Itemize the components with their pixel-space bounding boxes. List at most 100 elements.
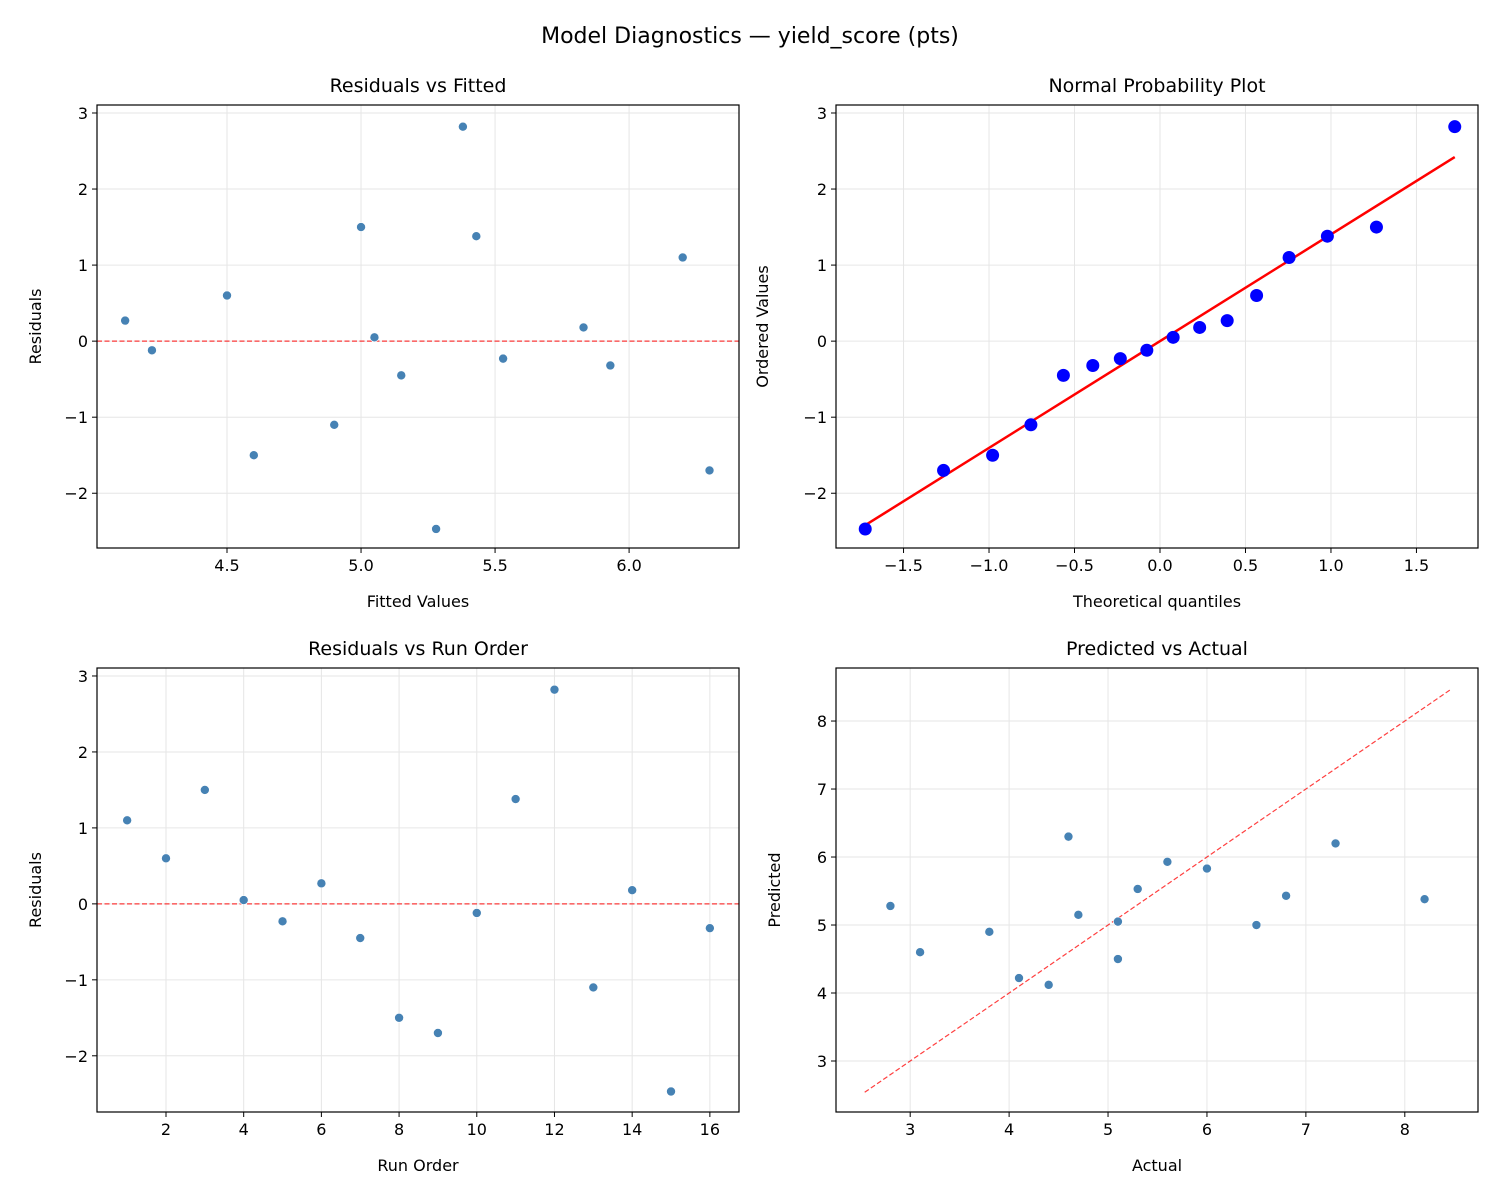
y-tick-label: −2	[803, 484, 827, 503]
data-point	[1193, 320, 1207, 334]
y-axis-label: Residuals	[26, 289, 45, 365]
y-axis-label: Predicted	[765, 852, 784, 927]
y-tick-label: 8	[817, 712, 827, 731]
x-tick-label: 4	[1004, 1120, 1014, 1139]
y-tick-label: −1	[803, 408, 827, 427]
y-axis-label: Residuals	[26, 852, 45, 928]
data-point	[605, 360, 616, 371]
y-tick-label: 1	[78, 256, 88, 275]
x-tick-label: 0.0	[1147, 556, 1172, 575]
data-point	[1073, 910, 1084, 920]
data-point	[200, 785, 210, 795]
data-point	[1282, 250, 1296, 264]
x-tick-label: 6	[1202, 1120, 1212, 1139]
y-tick-label: 2	[817, 180, 827, 199]
y-tick-label: 1	[78, 819, 88, 838]
data-point	[549, 684, 560, 695]
data-point	[1220, 314, 1234, 328]
data-point	[1113, 954, 1123, 964]
data-point	[915, 947, 925, 958]
data-point	[1063, 831, 1074, 842]
data-point	[1166, 330, 1180, 344]
data-point	[249, 450, 259, 461]
data-point	[355, 933, 366, 943]
x-tick-label: 2	[161, 1120, 171, 1139]
x-axis-label: Fitted Values	[367, 592, 469, 611]
data-point	[329, 419, 340, 430]
predicted-vs-actual-panel: 3 4 5 6 7 8 3 4 5 6 7 8 Predicted vs Actual Actual Pre…	[765, 638, 1479, 1175]
data-point	[885, 901, 896, 911]
data-point	[1132, 884, 1143, 894]
data-point	[238, 895, 249, 905]
y-tick-label: 2	[78, 180, 88, 199]
subplot-title: Predicted vs Actual	[1066, 638, 1248, 660]
data-point	[1113, 352, 1127, 366]
x-tick-label: 0.5	[1233, 556, 1258, 575]
data-point	[147, 345, 157, 356]
data-point	[984, 927, 995, 937]
data-point	[1014, 973, 1024, 983]
data-point	[1419, 894, 1430, 904]
y-tick-label: 3	[78, 104, 88, 123]
x-tick-label: −1.5	[884, 556, 923, 575]
data-point	[588, 982, 599, 993]
data-point	[161, 853, 171, 864]
axes-frame	[96, 104, 740, 549]
x-tick-label: 5	[1103, 1120, 1113, 1139]
data-point	[431, 524, 441, 534]
subplot-title: Residuals vs Run Order	[308, 638, 528, 660]
data-point	[1251, 920, 1262, 930]
y-tick-label: 3	[78, 667, 88, 686]
y-tick-label: −1	[64, 971, 88, 990]
identity-line	[864, 689, 1451, 1093]
x-tick-label: 5.0	[348, 556, 373, 575]
data-point	[1250, 289, 1264, 303]
data-point	[316, 878, 327, 889]
residuals-vs-fitted-panel: 4.5 5.0 5.5 6.0 −2 −1 0 1 2 3 Residuals vs Fitted F…	[26, 75, 740, 611]
x-tick-label: 4	[239, 1120, 249, 1139]
data-point	[498, 353, 508, 364]
y-tick-label: 3	[817, 1052, 827, 1071]
y-tick-label: 2	[78, 743, 88, 762]
x-tick-label: 10	[467, 1120, 487, 1139]
y-tick-label: −2	[64, 1047, 88, 1066]
y-tick-label: 7	[817, 780, 827, 799]
data-point	[120, 315, 130, 326]
y-tick-label: −2	[64, 484, 88, 503]
y-tick-label: 6	[817, 848, 827, 867]
x-tick-label: 14	[622, 1120, 642, 1139]
x-tick-label: 4.5	[214, 556, 239, 575]
y-tick-label: 0	[78, 895, 88, 914]
x-tick-label: 8	[1400, 1120, 1410, 1139]
x-tick-label: 8	[394, 1120, 404, 1139]
data-point	[627, 885, 637, 895]
data-point	[1330, 838, 1341, 849]
subplot-title: Residuals vs Fitted	[330, 75, 507, 97]
data-point	[937, 463, 951, 477]
data-point	[396, 370, 407, 381]
data-point	[1086, 358, 1100, 372]
data-point	[433, 1028, 443, 1038]
subplot-title: Normal Probability Plot	[1048, 75, 1265, 97]
x-tick-label: 5.5	[482, 556, 507, 575]
y-tick-label: 4	[817, 984, 827, 1003]
data-point	[986, 448, 1000, 462]
fit-line	[864, 156, 1456, 527]
x-tick-label: 6.0	[616, 556, 641, 575]
data-point	[1202, 863, 1212, 874]
data-point	[122, 815, 132, 826]
axes-frame	[96, 667, 740, 1113]
data-point	[1369, 220, 1383, 234]
axes-frame	[835, 667, 1479, 1113]
data-point	[1140, 343, 1154, 357]
data-point	[471, 908, 482, 918]
x-tick-label: 6	[316, 1120, 326, 1139]
data-point	[704, 465, 715, 476]
data-point	[578, 322, 589, 333]
data-point	[1113, 916, 1123, 927]
y-tick-label: −1	[64, 408, 88, 427]
figure-title: Model Diagnostics — yield_score (pts)	[541, 24, 959, 49]
data-point	[1056, 368, 1070, 382]
